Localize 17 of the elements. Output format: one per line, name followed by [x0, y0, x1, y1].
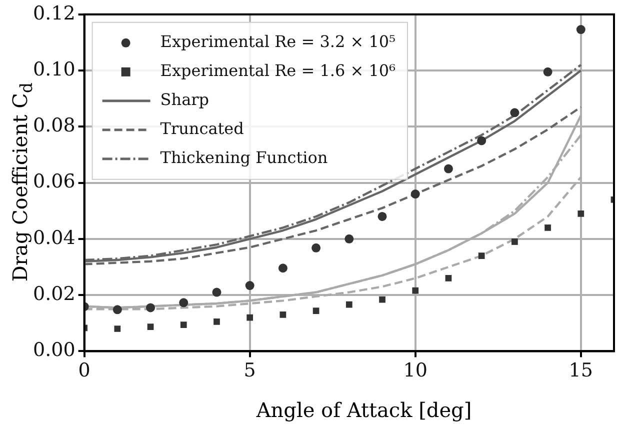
x-axis-title: Angle of Attack [deg]: [255, 398, 473, 422]
x-tick-label: 10: [403, 360, 428, 382]
y-tick-label: 0.04: [32, 226, 76, 249]
x-tick-label: 0: [78, 360, 90, 382]
y-tick-label: 0.00: [32, 339, 76, 362]
legend-label: Sharp: [160, 90, 210, 110]
x-tick-label: 5: [244, 360, 256, 382]
legend-label: Experimental Re = 3.2 × 10⁵: [160, 32, 396, 52]
legend-label: Truncated: [160, 119, 244, 138]
y-tick-label: 0.08: [32, 114, 76, 137]
x-tick-label: 15: [568, 360, 593, 382]
legend-label: Experimental Re = 1.6 × 10⁶: [160, 61, 396, 80]
y-tick-label: 0.02: [32, 283, 76, 306]
y-tick-label: 0.12: [32, 2, 76, 24]
legend-label: Thickening Function: [160, 148, 328, 168]
y-tick-label: 0.06: [32, 170, 76, 193]
y-tick-label: 0.10: [32, 58, 76, 80]
